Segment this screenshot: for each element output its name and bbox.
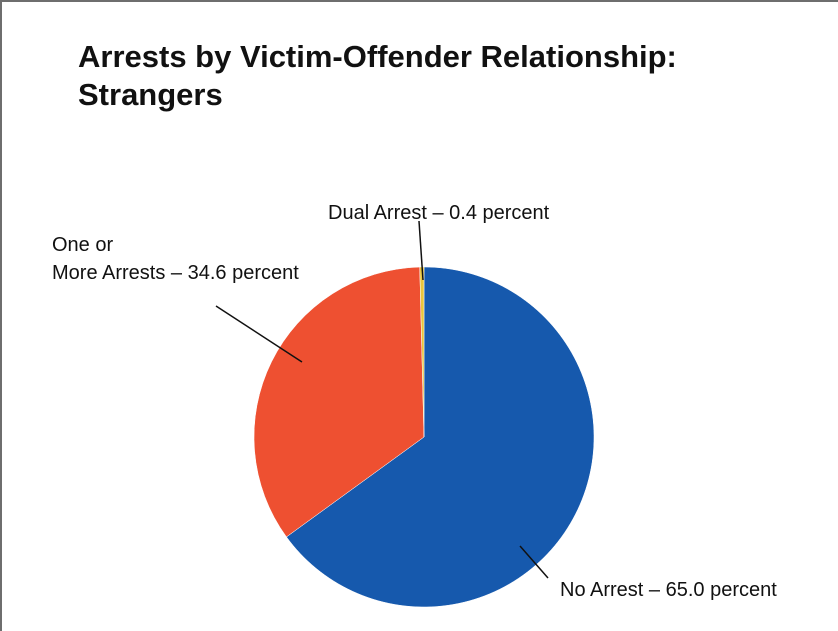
label-one-or-more-line-2: More Arrests – 34.6 percent	[52, 262, 299, 284]
pie-slices	[253, 266, 595, 608]
leader-line-no-arrest	[519, 545, 549, 579]
leader-line-dual	[418, 220, 424, 281]
leader-lines	[215, 220, 549, 579]
slice-one-or-more-arrests	[253, 266, 425, 538]
chart-title: Arrests by Victim-Offender Relationship:…	[78, 38, 818, 114]
label-dual-arrest: Dual Arrest – 0.4 percent	[328, 202, 550, 224]
chart-title-line-2: Strangers	[78, 77, 223, 112]
slice-no-arrest	[286, 266, 595, 608]
label-one-or-more-line-1: One or	[52, 234, 113, 256]
leader-line-one-or-more	[215, 305, 303, 363]
chart-title-line-1: Arrests by Victim-Offender Relationship:	[78, 39, 677, 74]
label-no-arrest: No Arrest – 65.0 percent	[560, 579, 777, 601]
